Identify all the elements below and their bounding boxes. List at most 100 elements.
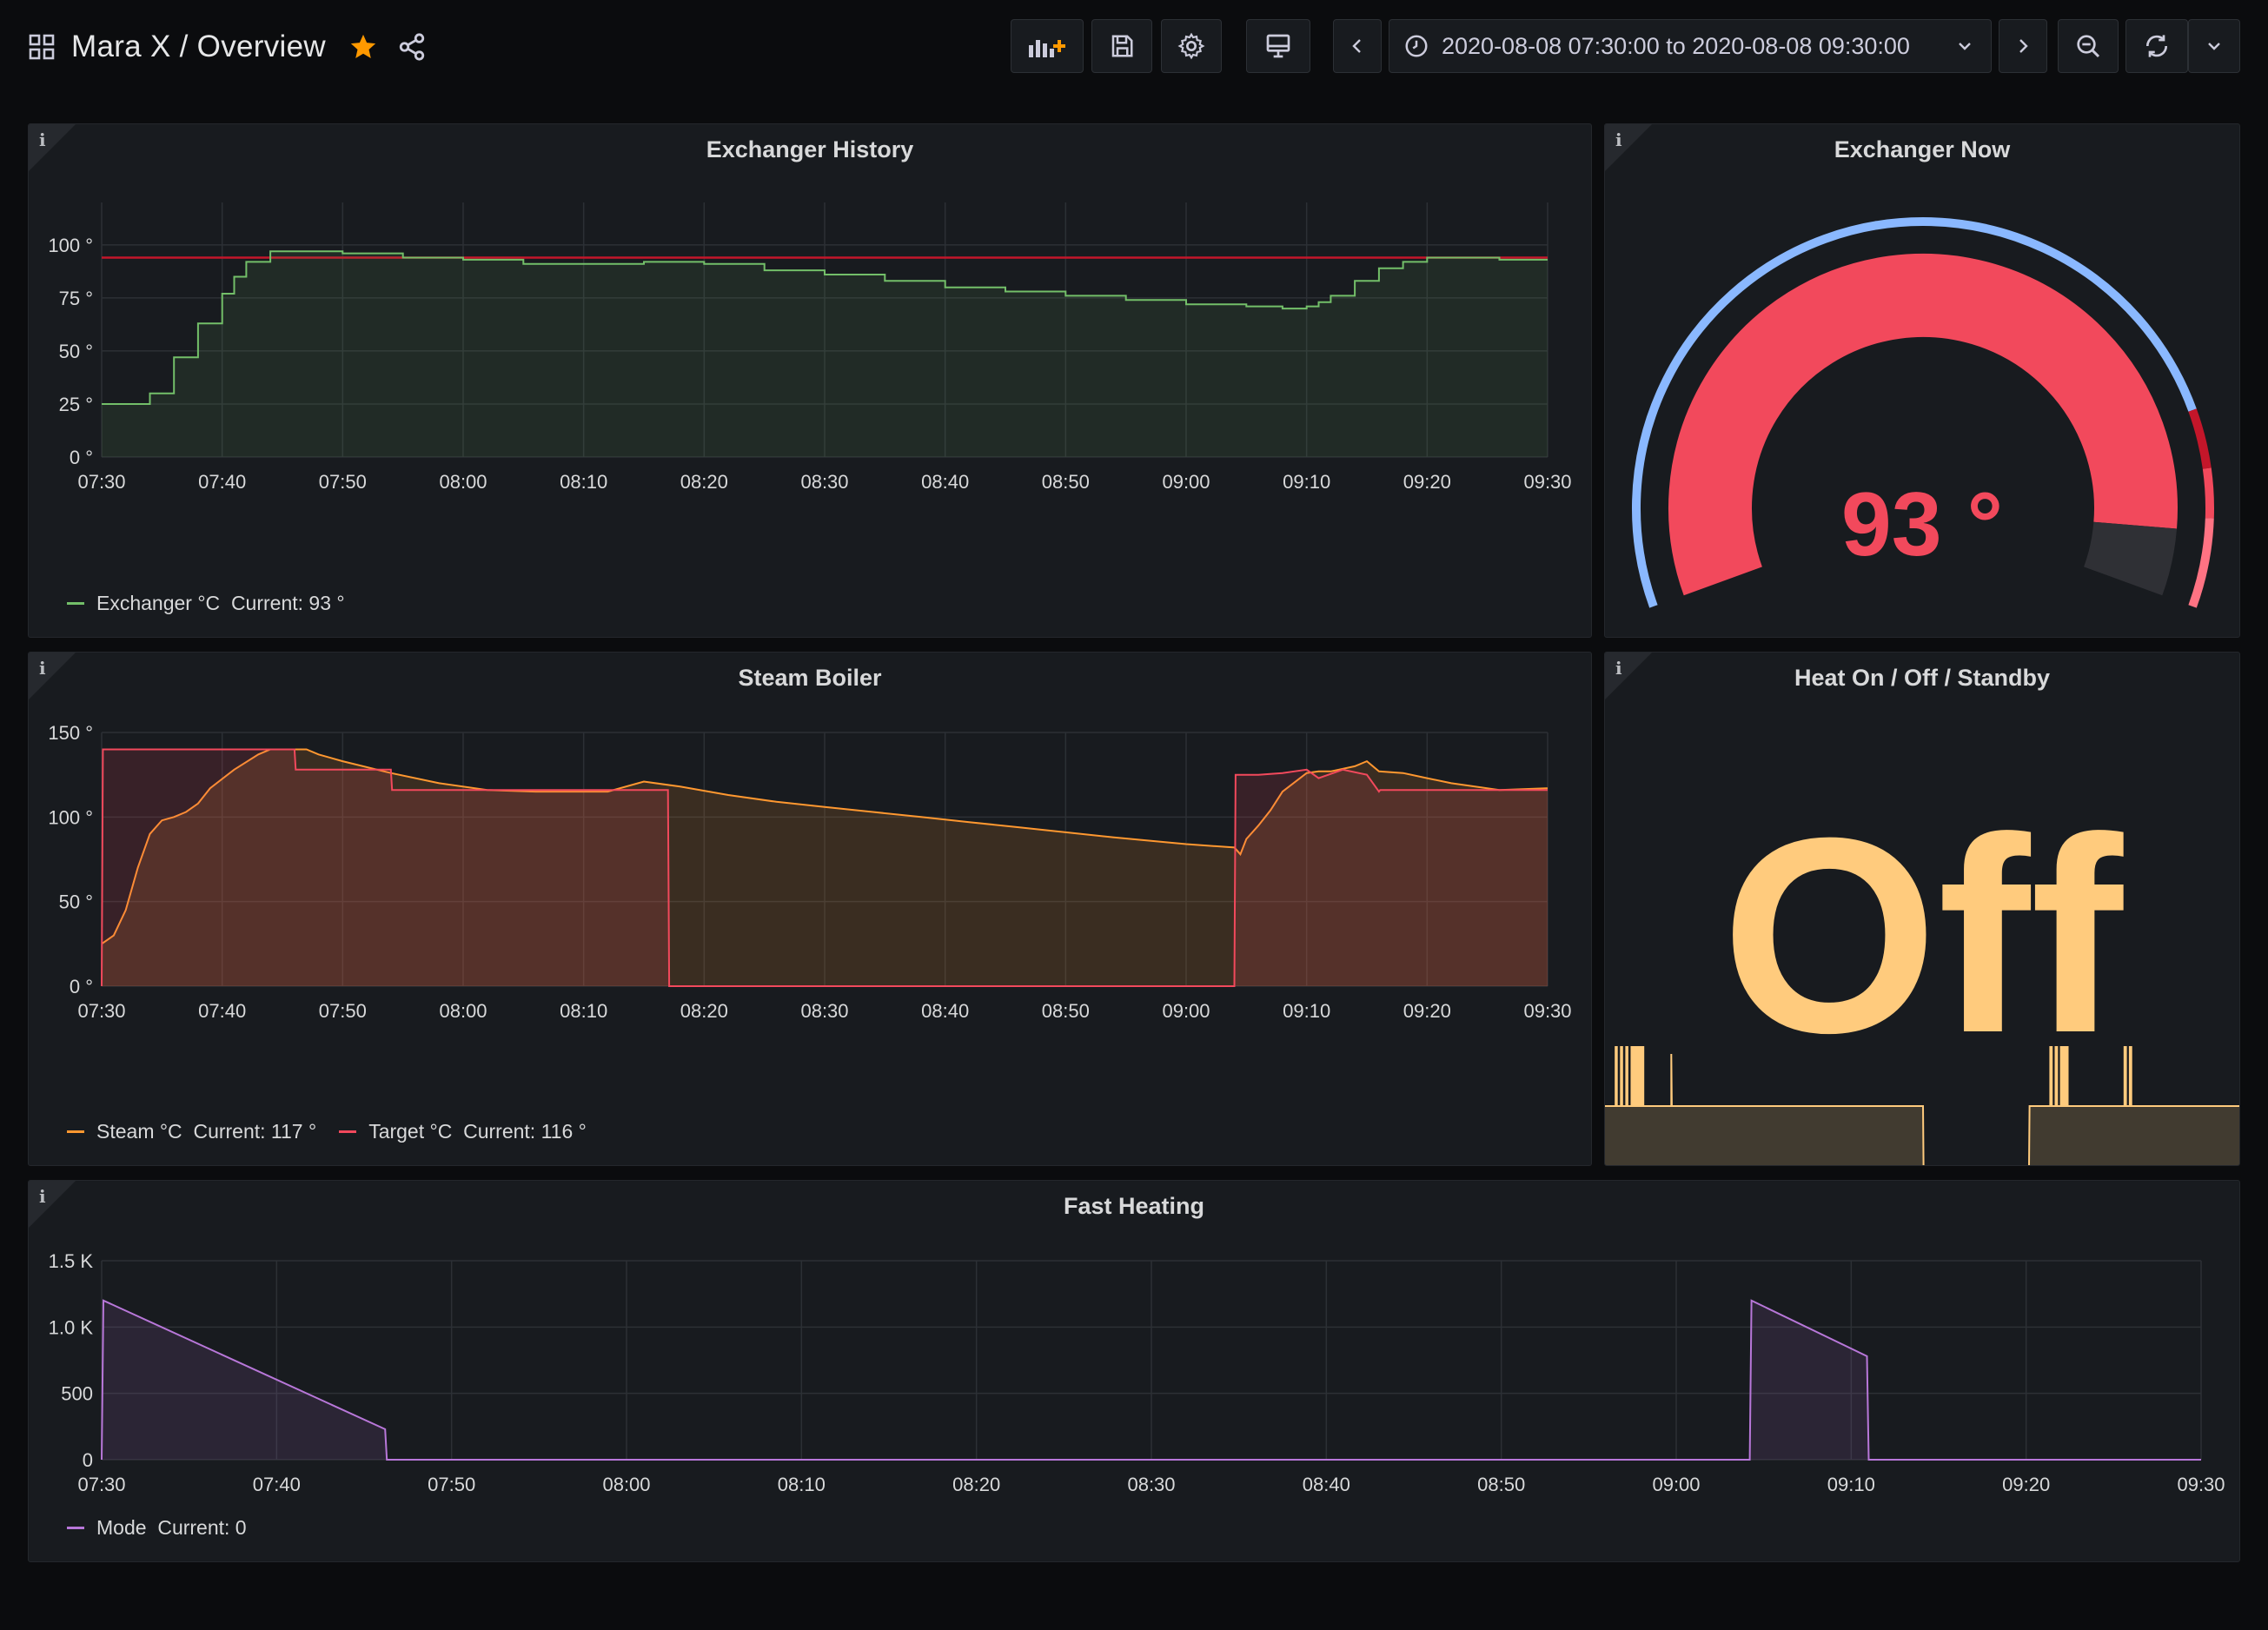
legend-swatch — [67, 1130, 84, 1133]
x-tick-label: 09:20 — [1403, 471, 1451, 493]
star-icon[interactable] — [348, 32, 378, 62]
legend-current: Current: 116 ° — [463, 1120, 587, 1143]
panel-title[interactable]: Steam Boiler — [738, 665, 882, 691]
dashboard-title[interactable]: Mara X / Overview — [71, 30, 326, 63]
legend-label: Mode — [96, 1516, 147, 1539]
gear-icon — [1177, 32, 1205, 60]
x-tick-label: 08:00 — [439, 471, 487, 493]
series-area — [102, 749, 1548, 986]
legend-label: Steam °C — [96, 1120, 182, 1143]
y-tick-label: 100 ° — [48, 806, 93, 828]
x-tick-label: 09:00 — [1652, 1474, 1700, 1495]
legend-swatch — [339, 1130, 357, 1133]
panel-exchanger-history[interactable]: i Exchanger History 0 ° 25 ° 50 ° 75 ° 100 °… — [28, 123, 1592, 638]
x-tick-label: 09:30 — [1523, 1000, 1571, 1022]
x-tick-label: 07:50 — [319, 1000, 367, 1022]
series-line — [101, 748, 1548, 945]
panel-title[interactable]: Exchanger History — [706, 136, 914, 162]
gauge-threshold-arc — [2188, 408, 2212, 469]
y-tick-label: 50 ° — [59, 341, 93, 362]
legend-item-target[interactable]: Target °C Current: 116 ° — [339, 1120, 587, 1143]
x-tick-label: 08:10 — [560, 1000, 607, 1022]
legend-label: Target °C — [368, 1120, 453, 1143]
x-tick-label: 08:40 — [921, 1000, 969, 1022]
refresh-button[interactable] — [2125, 19, 2188, 73]
x-tick-label: 09:00 — [1162, 1000, 1210, 1022]
add-panel-button[interactable] — [1011, 19, 1084, 73]
monitor-icon — [1266, 34, 1290, 58]
chevron-left-icon — [1352, 39, 1361, 53]
panel-exchanger-now[interactable]: i Exchanger Now 93 ° — [1604, 123, 2240, 638]
panel-title[interactable]: Fast Heating — [1063, 1193, 1205, 1219]
exchanger-history-chart[interactable]: 0 ° 25 ° 50 ° 75 ° 100 ° 07:30 07:40 07:50 08:00… — [29, 124, 1592, 576]
legend-current: Current: 93 ° — [230, 592, 345, 614]
info-icon[interactable]: i — [39, 129, 46, 150]
panel-info-corner[interactable] — [1605, 653, 1652, 699]
x-tick-label: 08:50 — [1042, 471, 1090, 493]
y-tick-label: 75 ° — [59, 288, 93, 309]
time-back-button[interactable] — [1333, 19, 1382, 73]
panel-info-corner[interactable] — [29, 653, 76, 699]
refresh-interval-dropdown[interactable] — [2188, 19, 2240, 73]
gauge-background-arc — [2083, 520, 2178, 596]
legend-current: Current: 117 ° — [193, 1120, 317, 1143]
info-icon[interactable]: i — [39, 658, 46, 679]
zoom-out-button[interactable] — [2058, 19, 2119, 73]
y-tick-label: 50 ° — [59, 891, 93, 913]
time-range-picker[interactable]: 2020-08-08 07:30:00 to 2020-08-08 09:30:… — [1389, 19, 1992, 73]
info-icon[interactable]: i — [1615, 129, 1622, 150]
x-tick-label: 08:20 — [680, 1000, 728, 1022]
y-tick-label: 100 ° — [48, 235, 93, 256]
legend-item-exchanger[interactable]: Exchanger °C Current: 93 ° — [67, 592, 345, 615]
title-area: Mara X / Overview — [28, 24, 427, 70]
x-tick-label: 09:10 — [1283, 471, 1330, 493]
tv-mode-button[interactable] — [1246, 19, 1310, 73]
panel-title[interactable]: Exchanger Now — [1834, 136, 2011, 162]
info-icon[interactable]: i — [1615, 658, 1622, 679]
x-tick-label: 09:10 — [1283, 1000, 1330, 1022]
dashboards-grid-icon[interactable] — [28, 33, 56, 61]
panel-info-corner[interactable] — [1605, 124, 1652, 171]
x-tick-label: 09:10 — [1827, 1474, 1875, 1495]
chevron-down-icon — [1959, 43, 1971, 50]
exchanger-gauge[interactable] — [1605, 124, 2240, 638]
series-area — [102, 251, 1548, 457]
y-tick-label: 0 ° — [70, 447, 93, 468]
steam-boiler-chart[interactable]: 0 ° 50 ° 100 ° 150 ° 07:30 07:40 07:50 08:00 08:… — [29, 653, 1592, 1104]
save-icon — [1111, 35, 1133, 57]
panel-heat-state[interactable]: i Heat On / Off / Standby Off — [1604, 652, 2240, 1166]
refresh-icon — [2145, 35, 2168, 57]
gauge-value: 93 ° — [1840, 474, 2004, 575]
info-icon[interactable]: i — [39, 1186, 46, 1207]
legend-swatch — [67, 1527, 84, 1529]
x-tick-label: 08:20 — [952, 1474, 1000, 1495]
x-tick-label: 09:30 — [1523, 471, 1571, 493]
legend-item-mode[interactable]: Mode Current: 0 — [67, 1516, 247, 1540]
settings-button[interactable] — [1161, 19, 1222, 73]
y-tick-label: 1.5 K — [49, 1250, 94, 1272]
time-range-text: 2020-08-08 07:30:00 to 2020-08-08 09:30:… — [1442, 32, 1910, 59]
panel-info-corner[interactable] — [29, 1181, 76, 1228]
panel-title[interactable]: Heat On / Off / Standby — [1794, 665, 2051, 691]
panel-info-corner[interactable] — [29, 124, 76, 171]
top-bar: Mara X / Overview — [0, 0, 2268, 94]
series-line — [101, 748, 1548, 987]
x-tick-label: 07:30 — [77, 471, 125, 493]
x-tick-label: 07:30 — [77, 1474, 125, 1495]
sparkline-line — [1605, 1046, 2239, 1165]
y-tick-label: 150 ° — [48, 722, 93, 744]
chevron-down-icon — [2208, 43, 2220, 50]
legend-item-steam[interactable]: Steam °C Current: 117 ° — [67, 1120, 316, 1143]
series-area — [102, 749, 1548, 986]
save-dashboard-button[interactable] — [1091, 19, 1152, 73]
x-tick-label: 07:40 — [198, 1000, 246, 1022]
zoom-out-icon — [2077, 35, 2100, 58]
panel-steam-boiler[interactable]: i Steam Boiler 0 ° 50 ° 100 ° 150 ° 07:30 07:… — [28, 652, 1592, 1166]
share-icon[interactable] — [397, 32, 427, 62]
gauge-value-arc — [1668, 253, 2178, 596]
legend-swatch — [67, 602, 84, 605]
time-forward-button[interactable] — [1999, 19, 2047, 73]
gauge-threshold-arc — [2188, 518, 2214, 608]
fast-heating-chart[interactable]: 0 500 1.0 K 1.5 K 07:30 07:40 07:50 08:00 08:10 0… — [29, 1181, 2240, 1511]
panel-fast-heating[interactable]: i Fast Heating 0 500 1.0 K 1.5 K 07:30 07:40 0… — [28, 1180, 2240, 1562]
